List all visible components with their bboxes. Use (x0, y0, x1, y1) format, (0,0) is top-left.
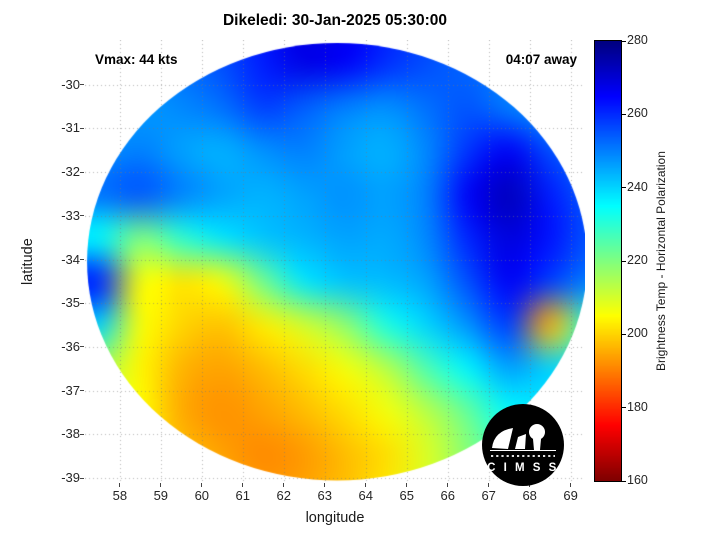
satellite-dish-icon (492, 428, 513, 449)
x-tick-mark (488, 483, 490, 487)
y-tick-mark (80, 477, 84, 479)
x-tick-label: 60 (194, 488, 210, 503)
x-tick-mark (119, 483, 121, 487)
x-tick-label: 65 (399, 488, 414, 503)
y-axis-label: latitude (20, 238, 36, 285)
x-tick-label: 61 (235, 488, 251, 503)
x-tick-label: 67 (481, 488, 496, 503)
colorbar (594, 40, 622, 482)
x-tick-mark (201, 483, 203, 487)
colorbar-tick-label: 280 (627, 33, 648, 47)
x-tick-mark (160, 483, 162, 487)
y-tick-label: -33 (61, 207, 80, 223)
y-tick-mark (80, 346, 84, 348)
colorbar-tick-mark (622, 480, 626, 482)
colorbar-tick-label: 180 (627, 399, 648, 414)
y-tick-mark (80, 390, 84, 392)
colorbar-tick-mark (622, 187, 626, 189)
plot-title: Dikeledi: 30-Jan-2025 05:30:00 (222, 12, 448, 29)
x-tick-label: 64 (358, 488, 373, 503)
y-tick-mark (80, 259, 84, 261)
colorbar-tick-mark (622, 333, 626, 335)
x-tick-mark (324, 483, 326, 487)
y-tick-label: -30 (61, 76, 80, 92)
cimss-logo-text: C I M S S (487, 462, 559, 474)
y-tick-label: -36 (61, 338, 80, 354)
y-tick-mark (80, 171, 84, 173)
colorbar-tick-mark (622, 260, 626, 262)
x-tick-label: 68 (522, 488, 537, 503)
y-tick-label: -39 (61, 470, 80, 486)
x-tick-label: 62 (276, 488, 291, 503)
x-tick-label: 66 (440, 488, 455, 503)
radome-tower-icon (533, 439, 541, 450)
small-antenna-icon (515, 434, 526, 449)
x-tick-mark (447, 483, 449, 487)
y-tick-mark (80, 433, 84, 435)
y-tick-label: -35 (61, 295, 80, 311)
colorbar-tick-label: 220 (627, 253, 648, 267)
x-tick-label: 58 (112, 488, 128, 503)
x-tick-mark (365, 483, 367, 487)
y-tick-mark (80, 215, 84, 217)
x-tick-mark (406, 483, 408, 487)
colorbar-tick-mark (622, 40, 626, 42)
x-axis-label: longitude (305, 510, 365, 526)
x-tick-mark (570, 483, 572, 487)
y-tick-label: -31 (61, 120, 80, 136)
radome-icon (529, 424, 545, 440)
satellite-brightness-temp-image (85, 40, 585, 483)
y-tick-label: -37 (61, 382, 80, 398)
x-tick-mark (283, 483, 285, 487)
y-tick-mark (80, 302, 84, 304)
y-tick-label: -38 (61, 426, 80, 442)
colorbar-tick-label: 200 (627, 326, 648, 341)
cimss-logo: C I M S S (482, 404, 564, 486)
colorbar-label: Brightness Temp - Horizontal Polarizatio… (654, 151, 668, 371)
y-tick-mark (80, 84, 84, 86)
x-tick-label: 63 (317, 488, 332, 503)
y-tick-label: -32 (61, 164, 80, 180)
colorbar-tick-label: 160 (627, 473, 648, 487)
colorbar-tick-label: 260 (627, 106, 648, 121)
x-tick-label: 59 (153, 488, 169, 503)
y-tick-label: -34 (61, 251, 80, 267)
colorbar-tick-mark (622, 407, 626, 409)
colorbar-tick-label: 240 (627, 179, 648, 194)
colorbar-tick-mark (622, 113, 626, 115)
colorbar-gradient (595, 41, 621, 481)
x-tick-label: 69 (563, 488, 578, 503)
y-tick-mark (80, 127, 84, 129)
x-tick-mark (242, 483, 244, 487)
